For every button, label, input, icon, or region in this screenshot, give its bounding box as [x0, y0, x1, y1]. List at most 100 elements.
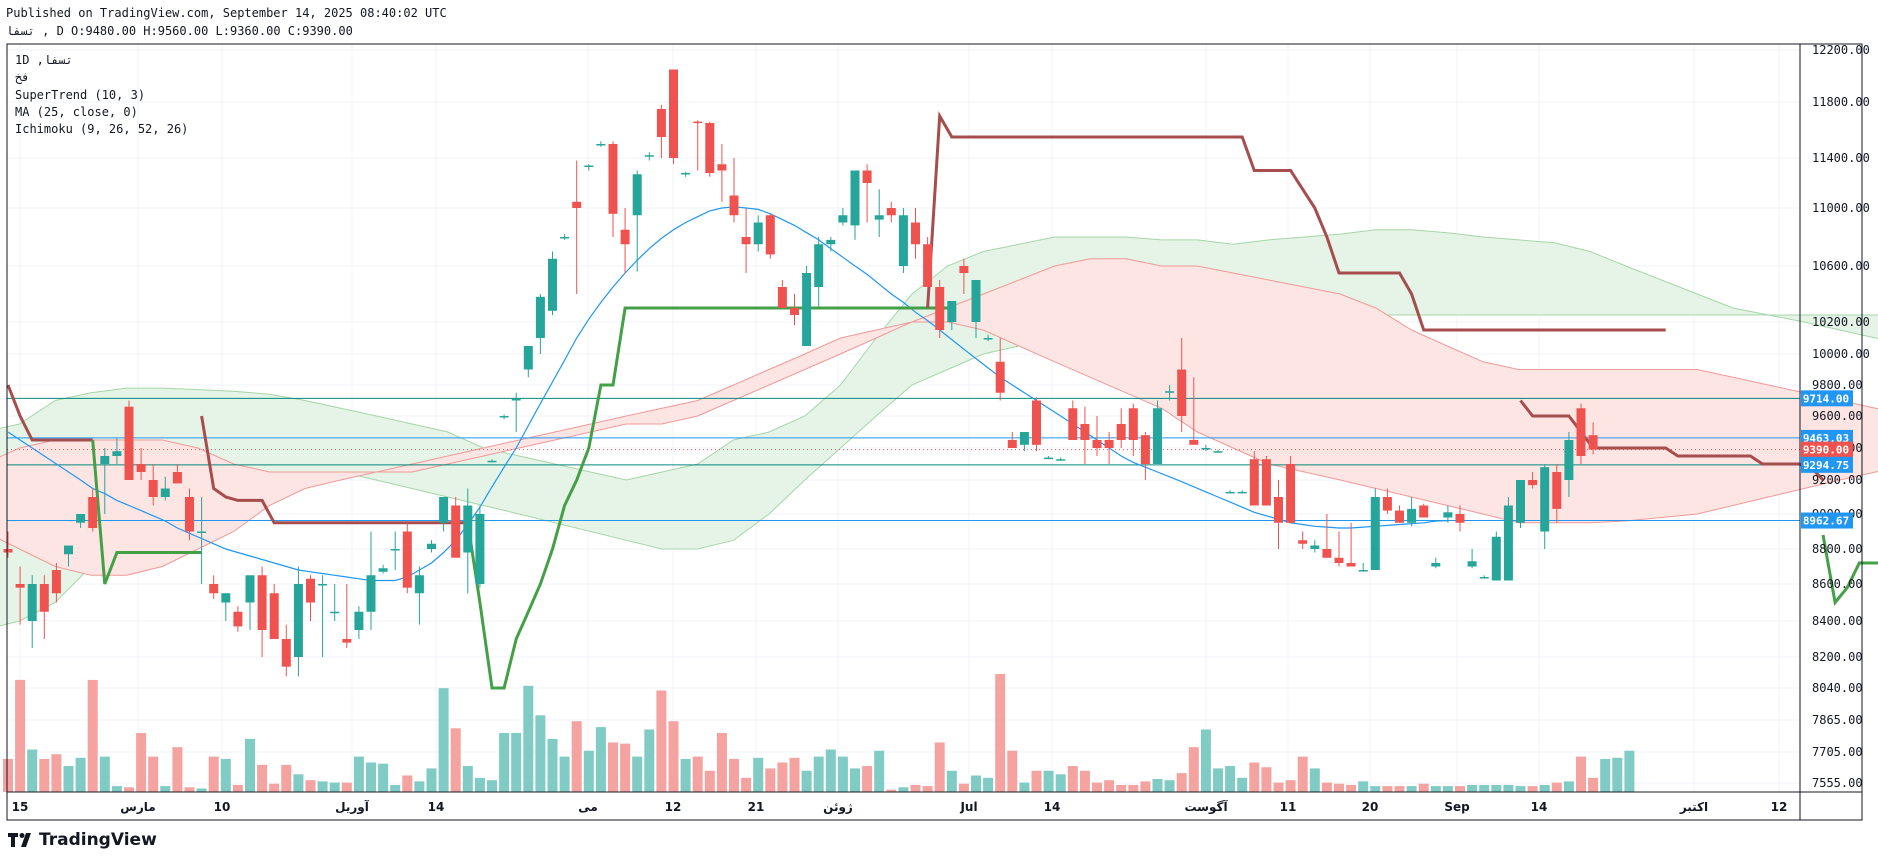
volume-bar: [777, 762, 788, 792]
tradingview-logo[interactable]: TradingView: [8, 830, 157, 850]
x-tick-label: ژوئن: [823, 800, 853, 815]
candle-body: [172, 472, 182, 484]
y-tick-label: 8200.00: [1812, 650, 1863, 664]
candle-body: [1056, 459, 1066, 461]
volume-bar: [886, 789, 897, 792]
volume-bar: [124, 787, 134, 792]
x-tick-label: 14: [1531, 800, 1548, 814]
legend-ma[interactable]: MA (25, close, 0): [15, 105, 138, 119]
volume-bar: [571, 721, 582, 792]
volume-bar: [1600, 758, 1611, 792]
candle-body: [874, 215, 884, 220]
volume-bar: [184, 787, 195, 792]
volume-bar: [474, 777, 485, 792]
volume-bar: [245, 738, 255, 792]
volume-bar: [136, 733, 147, 792]
candle-body: [269, 593, 279, 639]
volume-bar: [99, 756, 110, 792]
candle-body: [1092, 440, 1102, 448]
volume-bar: [644, 729, 655, 792]
x-tick-label: آگوست: [1184, 799, 1228, 815]
candle-body: [209, 584, 219, 594]
candle-body: [185, 497, 194, 532]
volume-bar: [281, 764, 292, 792]
tradingview-logo-icon: [8, 833, 31, 847]
candle-body: [693, 121, 703, 124]
volume-bar: [910, 784, 921, 792]
x-tick-label: 12: [665, 800, 682, 814]
supertrend-up: [91, 439, 202, 585]
y-tick-label: 8400.00: [1812, 614, 1863, 628]
y-tick-label: 10200.00: [1812, 315, 1870, 329]
candle-body: [197, 531, 207, 533]
candle-body: [15, 584, 25, 588]
volume-bar: [1176, 773, 1187, 792]
candle-body: [1479, 577, 1489, 579]
volume-bar: [1128, 784, 1139, 792]
legend-supertrend[interactable]: SuperTrend (10, 3): [15, 88, 146, 102]
volume-bar: [1334, 783, 1344, 792]
candle-body: [1019, 432, 1029, 445]
candle-body: [1528, 480, 1538, 486]
volume-bar: [1382, 786, 1393, 792]
price-label: 9714.00: [1803, 392, 1849, 405]
volume-bar: [317, 781, 328, 792]
candle-body: [1370, 497, 1380, 570]
price-label-bg: [1801, 512, 1853, 529]
legend-ichimoku[interactable]: Ichimoku (9, 26, 52, 26): [15, 122, 189, 136]
volume-bar: [1188, 747, 1199, 792]
candle-body: [1467, 561, 1477, 567]
candle-body: [1286, 464, 1296, 523]
volume-bar: [450, 728, 461, 792]
volume-bar: [1503, 784, 1514, 792]
candle-body: [148, 480, 158, 497]
candle-body: [729, 195, 739, 216]
volume-bar: [983, 777, 994, 792]
volume-bar: [559, 756, 570, 792]
candle-body: [1552, 472, 1562, 509]
y-tick-label: 9800.00: [1812, 378, 1863, 392]
volume-bar: [232, 784, 243, 792]
candle-body: [535, 296, 545, 338]
x-tick-label: 11: [1280, 800, 1297, 814]
candle-body: [596, 144, 606, 146]
volume-bar: [1261, 767, 1272, 792]
volume-bar: [862, 766, 873, 792]
volume-bar: [1321, 782, 1332, 792]
candle-body: [681, 173, 691, 175]
candle-body: [330, 611, 340, 614]
volume-bar: [1309, 768, 1320, 792]
volume-bar: [1249, 762, 1260, 792]
legend-symbol[interactable]: 1D ,تسفا: [15, 53, 73, 67]
price-axis: 12200.00 11800.00 11400.00 11000.00 10600.00…: [1801, 43, 1870, 790]
volume-bar: [1576, 756, 1586, 792]
volume-bar: [1370, 786, 1381, 792]
volume-bar: [1273, 782, 1284, 792]
published-line: Published on TradingView.com, September …: [6, 6, 447, 20]
x-tick-label: Jul: [959, 800, 977, 814]
volume-bar: [1140, 781, 1151, 792]
volume-bar: [716, 733, 727, 792]
candle-body: [1128, 408, 1138, 440]
candle-body: [741, 237, 751, 245]
candle-body: [1298, 540, 1308, 544]
candle-body: [378, 568, 388, 572]
volume-bar: [523, 685, 534, 792]
volume-bar: [1430, 786, 1441, 792]
volume-bar: [874, 750, 885, 792]
x-tick-label: مارس: [120, 800, 155, 814]
candle-body: [886, 208, 896, 216]
x-tick-label: 15: [12, 800, 29, 814]
volume-bar: [850, 768, 860, 792]
ohlc-line: تسفا , D O:9480.00 H:9560.00 L:9360.00 C…: [6, 24, 353, 38]
candle-body: [1274, 497, 1283, 523]
volume-bar: [3, 758, 13, 792]
supertrend-down: [6, 384, 93, 442]
candle-body: [390, 549, 400, 551]
volume-bar: [63, 766, 74, 792]
volume-bar: [414, 781, 425, 792]
volume-bar: [680, 758, 691, 792]
price-label-bg: [1801, 390, 1853, 407]
price-label: 8962.67: [1803, 515, 1849, 528]
